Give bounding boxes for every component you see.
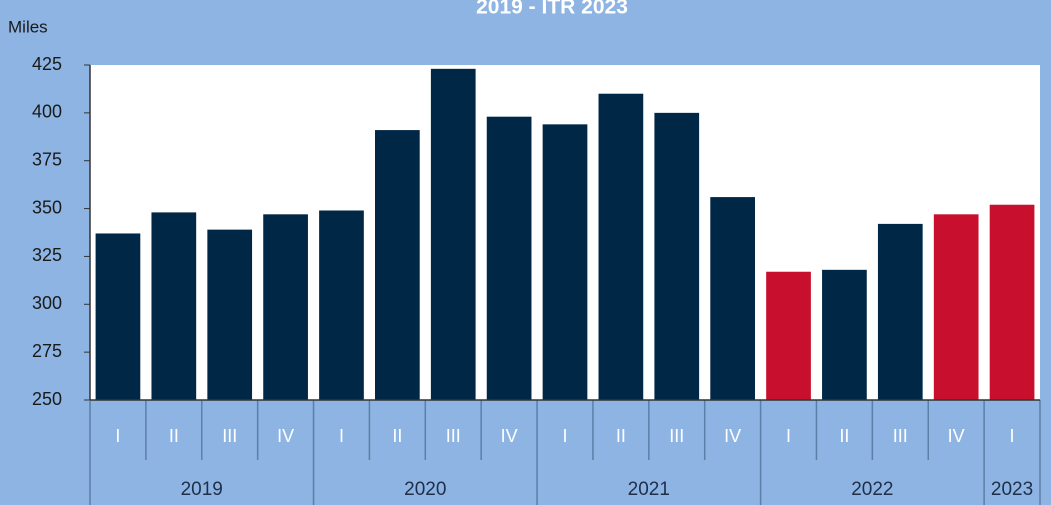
bar xyxy=(598,93,644,400)
bar xyxy=(486,116,532,400)
x-tick-label: III xyxy=(446,426,461,446)
y-tick-label: 250 xyxy=(32,389,62,409)
bar xyxy=(542,124,588,400)
bar xyxy=(710,197,755,400)
x-tick-label: III xyxy=(222,426,237,446)
y-tick-label: 375 xyxy=(32,149,62,169)
bar xyxy=(430,68,476,400)
y-tick-label: 350 xyxy=(32,197,62,217)
y-axis-label: Miles xyxy=(8,17,48,36)
x-tick-label: IV xyxy=(724,426,741,446)
bar xyxy=(989,204,1035,400)
year-label: 2023 xyxy=(991,479,1033,500)
y-tick-label: 275 xyxy=(32,341,62,361)
x-tick-label: II xyxy=(169,426,179,446)
year-label: 2019 xyxy=(181,479,223,500)
x-tick-label: III xyxy=(669,426,684,446)
x-tick-label: I xyxy=(1010,426,1015,446)
x-tick-label: III xyxy=(893,426,908,446)
x-tick-label: IV xyxy=(501,426,518,446)
y-tick-label: 400 xyxy=(32,102,62,122)
x-tick-label: IV xyxy=(948,426,965,446)
year-label: 2021 xyxy=(628,479,670,500)
x-tick-label: IV xyxy=(277,426,294,446)
x-tick-label: I xyxy=(339,426,344,446)
chart-title: 2019 - ITR 2023 xyxy=(476,0,628,19)
bar xyxy=(933,214,979,400)
x-tick-label: I xyxy=(786,426,791,446)
bar xyxy=(877,223,923,400)
x-tick-label: II xyxy=(616,426,626,446)
y-tick-label: 300 xyxy=(32,293,62,313)
bar xyxy=(319,210,364,400)
y-tick-label: 325 xyxy=(32,245,62,265)
bar xyxy=(95,233,141,400)
bar xyxy=(654,112,700,400)
y-tick-label: 425 xyxy=(32,54,62,74)
bar xyxy=(207,229,253,400)
bar xyxy=(822,269,867,400)
year-label: 2022 xyxy=(851,479,893,500)
x-tick-label: I xyxy=(115,426,120,446)
x-tick-label: I xyxy=(562,426,567,446)
bar xyxy=(766,271,811,400)
year-label: 2020 xyxy=(404,479,446,500)
bar xyxy=(151,212,197,400)
bar xyxy=(375,130,420,401)
x-tick-label: II xyxy=(839,426,849,446)
bar xyxy=(263,214,308,400)
x-tick-label: II xyxy=(392,426,402,446)
